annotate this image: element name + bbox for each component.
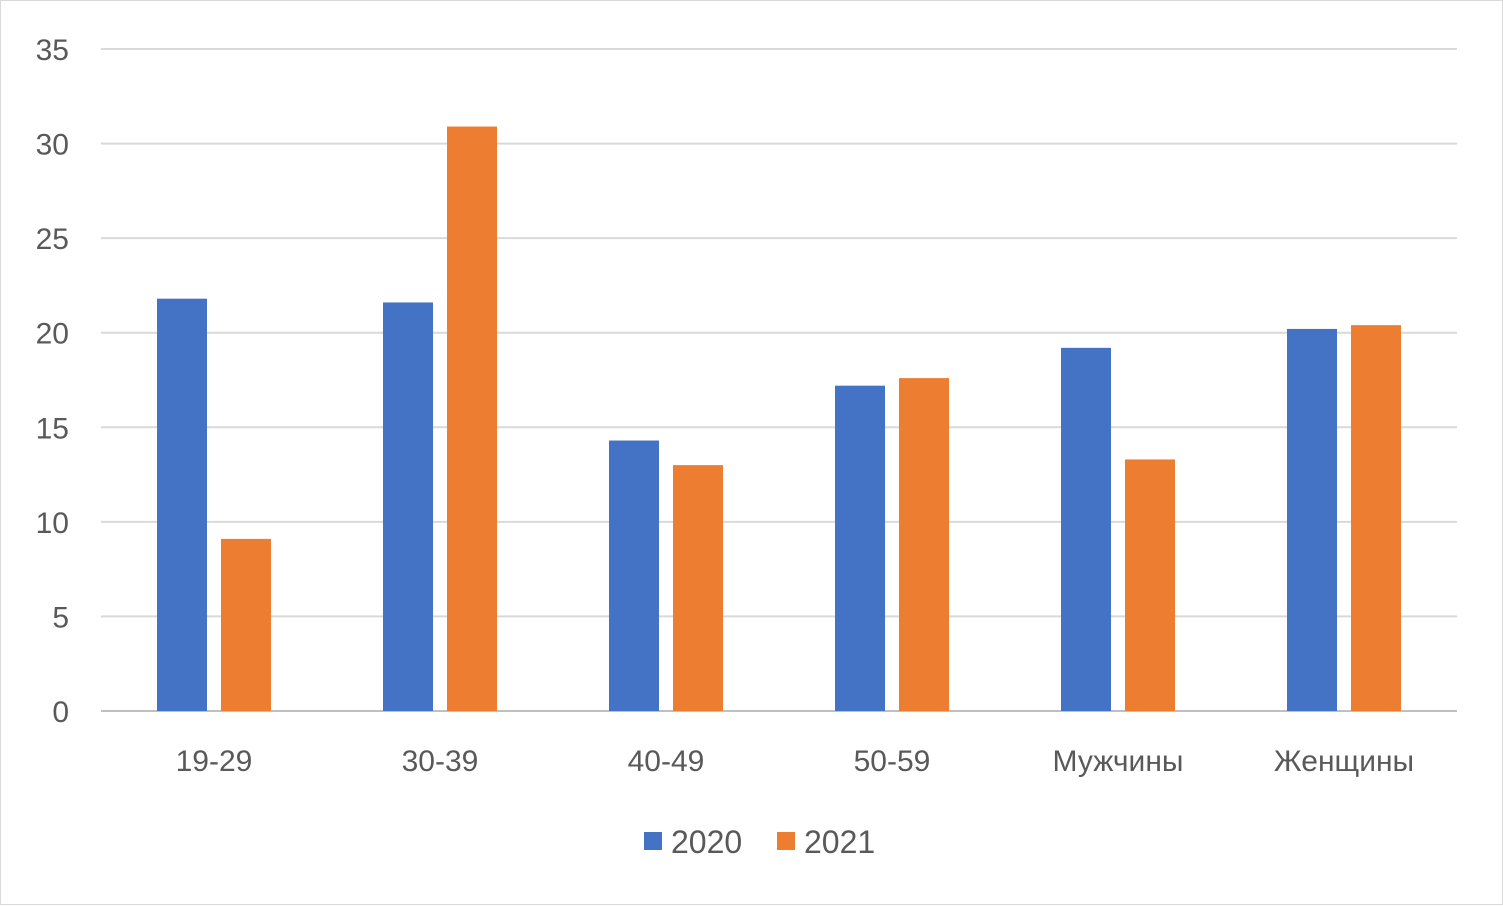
legend: 2020 2021 xyxy=(644,824,875,860)
x-tick-label: 30-39 xyxy=(402,745,479,778)
bar-2020-4 xyxy=(1061,347,1111,711)
bar-2021-3 xyxy=(899,378,949,711)
y-tick-label: 20 xyxy=(36,318,69,351)
bar-2021-1 xyxy=(447,126,497,711)
bar-2020-1 xyxy=(383,302,433,711)
legend-label-2021: 2021 xyxy=(804,824,875,860)
gridlines xyxy=(101,48,1457,712)
y-tick-label: 10 xyxy=(36,507,69,540)
x-tick-label: Мужчины xyxy=(1053,745,1184,778)
y-tick-label: 30 xyxy=(36,129,69,162)
bar-2020-3 xyxy=(835,385,885,711)
x-tick-label: 50-59 xyxy=(854,745,931,778)
bar-2020-2 xyxy=(609,440,659,711)
bar-2021-4 xyxy=(1125,459,1175,711)
legend-label-2020: 2020 xyxy=(671,824,742,860)
bars xyxy=(157,126,1401,711)
y-axis: 0 5 10 15 20 25 30 35 xyxy=(36,34,69,729)
bar-2021-2 xyxy=(673,465,723,711)
legend-swatch-2021 xyxy=(777,832,795,850)
y-tick-label: 5 xyxy=(52,601,69,634)
y-tick-label: 35 xyxy=(36,34,69,67)
x-axis: 19-29 30-39 40-49 50-59 Мужчины Женщины xyxy=(176,745,1414,778)
x-tick-label: 40-49 xyxy=(628,745,705,778)
x-tick-label: 19-29 xyxy=(176,745,253,778)
bar-2020-0 xyxy=(157,298,207,711)
y-tick-label: 25 xyxy=(36,223,69,256)
bar-2020-5 xyxy=(1287,328,1337,711)
x-tick-label: Женщины xyxy=(1274,745,1414,778)
bar-2021-0 xyxy=(221,538,271,711)
y-tick-label: 15 xyxy=(36,412,69,445)
legend-swatch-2020 xyxy=(644,832,662,850)
bar-2021-5 xyxy=(1351,325,1401,711)
y-tick-label: 0 xyxy=(52,696,69,729)
